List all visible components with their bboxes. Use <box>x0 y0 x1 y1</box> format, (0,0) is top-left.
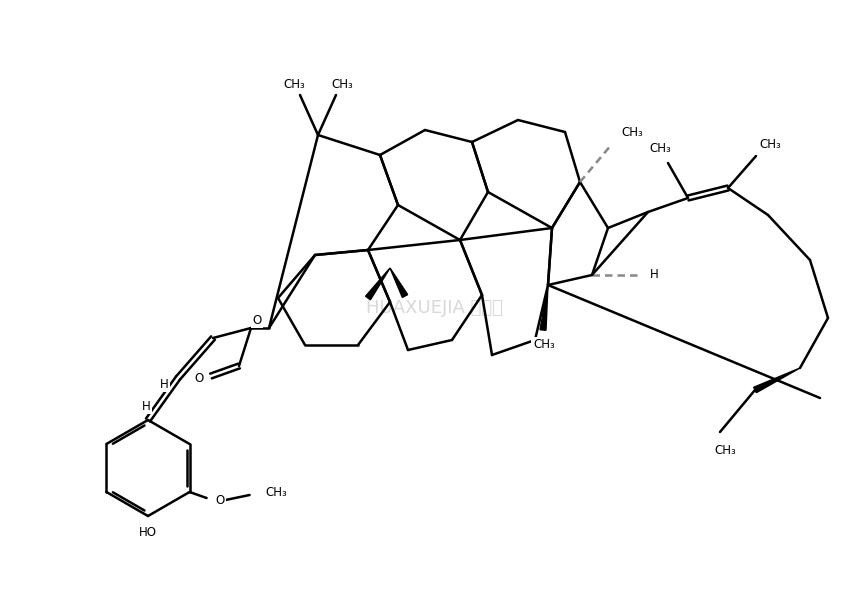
Text: O: O <box>215 494 224 506</box>
Text: CH₃: CH₃ <box>649 142 671 154</box>
Text: HO: HO <box>139 526 157 538</box>
Text: O: O <box>194 373 204 385</box>
Text: H: H <box>141 399 150 413</box>
Polygon shape <box>390 268 408 298</box>
Polygon shape <box>540 285 548 330</box>
Polygon shape <box>753 368 800 393</box>
Text: CH₃: CH₃ <box>621 125 643 139</box>
Text: CH₃: CH₃ <box>266 486 287 500</box>
Text: CH₃: CH₃ <box>331 79 353 91</box>
Text: O: O <box>253 313 261 327</box>
Text: CH₃: CH₃ <box>760 137 781 151</box>
Polygon shape <box>365 268 390 299</box>
Text: H: H <box>160 378 168 390</box>
Text: HUAXUEJIA 化学加: HUAXUEJIA 化学加 <box>365 299 503 317</box>
Text: CH₃: CH₃ <box>533 339 555 352</box>
Text: H: H <box>649 269 658 281</box>
Text: CH₃: CH₃ <box>714 443 736 457</box>
Text: CH₃: CH₃ <box>283 79 305 91</box>
